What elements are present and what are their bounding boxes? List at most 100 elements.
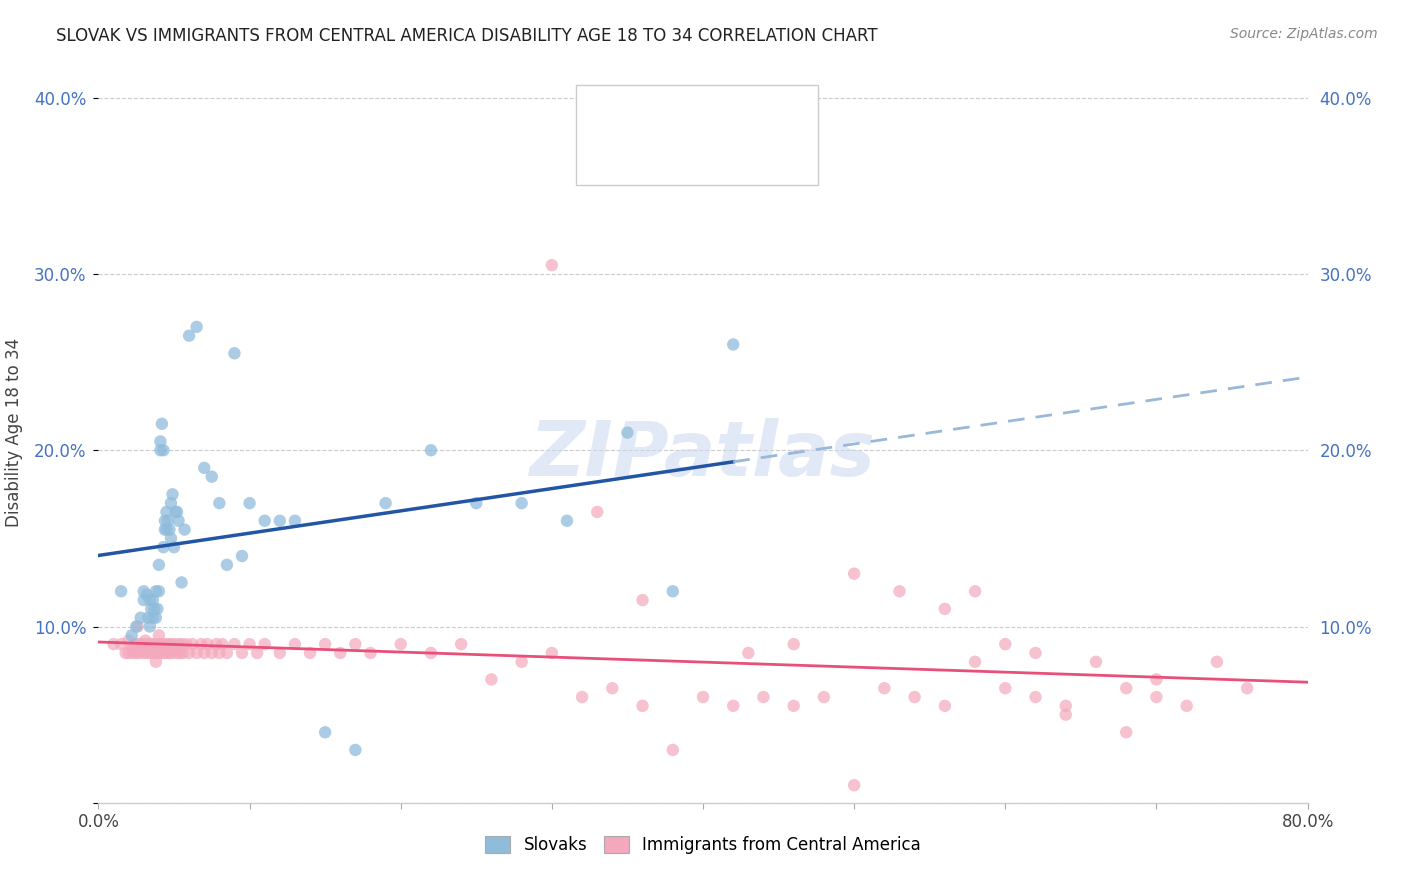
Point <box>752 690 775 704</box>
Point <box>125 646 148 660</box>
Point <box>124 637 146 651</box>
Point <box>844 566 866 581</box>
Text: SLOVAK VS IMMIGRANTS FROM CENTRAL AMERICA DISABILITY AGE 18 TO 34 CORRELATION CH: SLOVAK VS IMMIGRANTS FROM CENTRAL AMERIC… <box>56 27 877 45</box>
Point <box>284 514 307 528</box>
Point <box>1206 655 1229 669</box>
Point <box>723 337 745 351</box>
Point <box>110 637 132 651</box>
Point <box>231 549 253 563</box>
Point <box>172 646 194 660</box>
Point <box>152 540 174 554</box>
Point <box>166 505 188 519</box>
Point <box>142 610 165 624</box>
Point <box>148 584 170 599</box>
Point <box>344 637 367 651</box>
Point <box>1085 655 1108 669</box>
Point <box>139 619 162 633</box>
Point <box>179 646 201 660</box>
Point <box>181 637 204 651</box>
Point <box>661 743 683 757</box>
Point <box>152 646 174 660</box>
Text: 109: 109 <box>762 140 800 158</box>
Point <box>163 540 186 554</box>
Point <box>150 417 173 431</box>
Point <box>201 469 224 483</box>
Point <box>208 496 231 510</box>
Point <box>146 602 169 616</box>
Point <box>110 584 132 599</box>
Point <box>118 646 141 660</box>
Point <box>173 523 195 537</box>
Point <box>904 690 927 704</box>
Point <box>143 602 166 616</box>
Point <box>540 258 562 272</box>
Point <box>253 514 276 528</box>
Point <box>114 646 136 660</box>
Point <box>174 637 197 651</box>
Point <box>813 690 835 704</box>
Point <box>465 496 488 510</box>
Point <box>160 496 183 510</box>
Point <box>103 637 125 651</box>
Text: R =: R = <box>614 97 648 115</box>
Point <box>873 681 896 696</box>
Point <box>193 646 215 660</box>
Point <box>141 602 163 616</box>
Point <box>389 637 412 651</box>
Point <box>152 443 174 458</box>
Point <box>934 698 956 713</box>
Point <box>132 646 155 660</box>
Point <box>153 523 176 537</box>
Point <box>149 443 172 458</box>
Point <box>170 637 193 651</box>
Point <box>167 514 190 528</box>
Point <box>141 637 163 651</box>
Point <box>571 690 593 704</box>
Point <box>344 743 367 757</box>
Point <box>510 655 533 669</box>
Text: N =: N = <box>717 97 752 115</box>
Point <box>160 637 183 651</box>
FancyBboxPatch shape <box>576 85 818 185</box>
Point <box>215 558 238 572</box>
Point <box>165 505 187 519</box>
Point <box>153 637 176 651</box>
Point <box>723 698 745 713</box>
Point <box>155 646 177 660</box>
Point <box>844 778 866 792</box>
Point <box>374 496 396 510</box>
Point <box>420 646 443 660</box>
Point <box>156 514 179 528</box>
Legend: Slovaks, Immigrants from Central America: Slovaks, Immigrants from Central America <box>478 830 928 861</box>
Point <box>142 646 165 660</box>
Point <box>129 637 152 651</box>
Point <box>1024 690 1046 704</box>
Point <box>155 505 177 519</box>
Point <box>121 640 143 655</box>
Point <box>994 637 1017 651</box>
Point <box>246 646 269 660</box>
Text: 63: 63 <box>762 97 787 115</box>
Point <box>127 637 149 651</box>
Point <box>284 637 307 651</box>
Point <box>631 698 654 713</box>
Point <box>162 487 184 501</box>
Text: Source: ZipAtlas.com: Source: ZipAtlas.com <box>1230 27 1378 41</box>
Point <box>186 646 208 660</box>
Point <box>159 523 181 537</box>
Point <box>169 646 191 660</box>
Point <box>211 637 233 651</box>
Point <box>1115 725 1137 739</box>
Point <box>481 673 503 687</box>
Point <box>136 637 159 651</box>
Point <box>631 593 654 607</box>
Point <box>166 646 188 660</box>
Point <box>179 328 201 343</box>
Point <box>1144 690 1167 704</box>
Point <box>269 514 291 528</box>
Point <box>994 681 1017 696</box>
Point <box>586 505 609 519</box>
Point <box>1054 707 1077 722</box>
Point <box>153 514 176 528</box>
Point <box>783 637 806 651</box>
